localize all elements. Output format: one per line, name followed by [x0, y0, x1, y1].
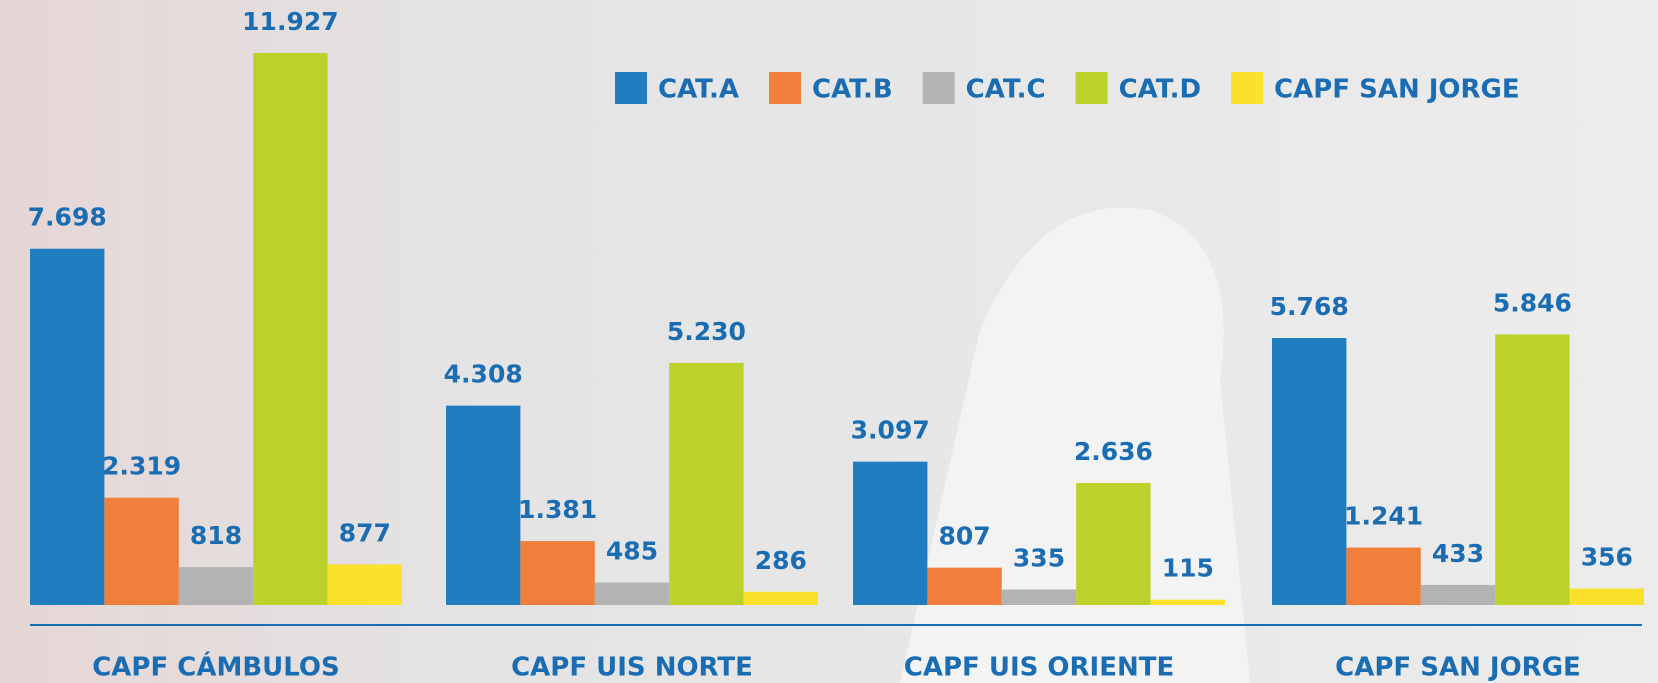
data-label: 1.381 — [518, 495, 597, 524]
bar — [669, 362, 744, 605]
data-label: 1.241 — [1344, 502, 1423, 531]
bar — [927, 567, 1002, 605]
bar — [1420, 584, 1496, 605]
legend-swatch — [1231, 72, 1264, 104]
bar — [1001, 589, 1077, 605]
data-label: 2.636 — [1074, 437, 1153, 466]
data-label: 877 — [339, 518, 391, 547]
data-label: 485 — [606, 537, 658, 566]
background-shape — [900, 207, 1250, 683]
bar — [1346, 547, 1421, 605]
data-label: 5.768 — [1270, 292, 1349, 321]
legend-label: CAPF SAN JORGE — [1274, 75, 1520, 105]
legend-label: CAT.D — [1119, 75, 1201, 105]
x-tick-label: CAPF CÁMBULOS — [92, 651, 340, 683]
bar — [253, 53, 328, 605]
bar — [327, 564, 402, 605]
legend-swatch — [615, 72, 647, 104]
bar — [1495, 334, 1570, 605]
bar — [853, 461, 928, 605]
bar — [1150, 599, 1225, 605]
data-label: 7.698 — [28, 203, 107, 232]
data-label: 335 — [1013, 543, 1065, 572]
bar — [1569, 588, 1644, 605]
data-label: 818 — [190, 521, 242, 550]
legend-swatch — [922, 72, 955, 104]
data-label: 3.097 — [851, 416, 930, 445]
legend-swatch — [1075, 72, 1108, 104]
legend-label: CAT.B — [812, 75, 893, 105]
bar — [743, 591, 818, 605]
legend-label: CAT.A — [658, 75, 739, 105]
data-label: 115 — [1162, 554, 1214, 583]
legend-label: CAT.C — [966, 75, 1046, 105]
data-label: 286 — [755, 546, 807, 575]
data-label: 433 — [1432, 539, 1484, 568]
x-tick-label: CAPF UIS ORIENTE — [904, 653, 1174, 683]
data-label: 5.230 — [667, 317, 746, 346]
x-tick-label: CAPF SAN JORGE — [1335, 653, 1581, 683]
bar — [178, 567, 254, 605]
bar — [30, 248, 105, 605]
data-label: 4.308 — [444, 360, 523, 389]
x-tick-label: CAPF UIS NORTE — [511, 653, 753, 683]
bar — [1076, 483, 1151, 605]
legend-swatch — [768, 72, 801, 104]
data-label: 807 — [939, 522, 991, 551]
bar — [104, 497, 179, 605]
data-label: 11.927 — [242, 7, 338, 36]
data-label: 356 — [1581, 543, 1633, 572]
data-label: 2.319 — [102, 452, 181, 481]
bar — [446, 405, 521, 605]
bar — [520, 541, 595, 605]
data-label: 5.846 — [1493, 288, 1572, 317]
bar — [594, 582, 670, 605]
bar — [1272, 338, 1347, 605]
